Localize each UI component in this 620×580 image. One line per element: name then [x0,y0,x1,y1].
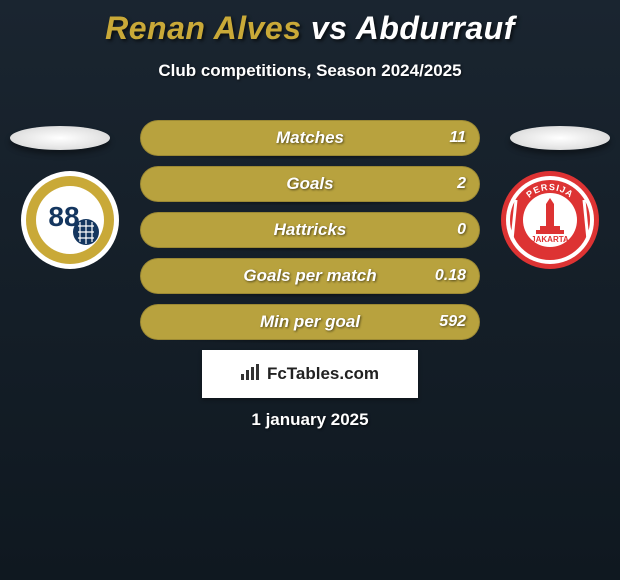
snapshot-date: 1 january 2025 [251,410,368,430]
right-pedestal [510,126,610,150]
comparison-title: Renan Alves vs Abdurrauf [0,0,620,47]
stat-row: Hattricks 0 [140,212,480,248]
stats-list: Matches 11 Goals 2 Hattricks 0 Goals per match… [140,120,480,350]
stat-value-right: 0.18 [435,267,466,285]
stat-value-right: 2 [457,175,466,193]
club-badge-right: PERSIJA JAKARTA [500,170,600,270]
stat-value-right: 11 [449,129,466,147]
stat-row: Min per goal 592 [140,304,480,340]
stat-label: Hattricks [274,220,347,240]
player2-name: Abdurrauf [356,10,515,46]
vs-separator: vs [311,10,348,46]
club-right-bottom-text: JAKARTA [531,235,569,244]
stat-row: Goals per match 0.18 [140,258,480,294]
chart-icon [241,364,261,385]
stat-label: Goals per match [243,266,376,286]
club-left-logo: 88 [20,170,120,270]
left-pedestal [10,126,110,150]
stat-label: Min per goal [260,312,360,332]
stat-row: Matches 11 [140,120,480,156]
attribution-text: FcTables.com [267,364,379,384]
player1-name: Renan Alves [105,10,301,46]
attribution-badge: FcTables.com [202,350,418,398]
stat-label: Matches [276,128,344,148]
stat-value-right: 0 [457,221,466,239]
stat-label: Goals [286,174,333,194]
stat-value-right: 592 [439,313,466,331]
stat-row: Goals 2 [140,166,480,202]
subtitle: Club competitions, Season 2024/2025 [0,61,620,81]
club-right-logo: PERSIJA JAKARTA [500,170,600,270]
club-badge-left: 88 [20,170,120,270]
